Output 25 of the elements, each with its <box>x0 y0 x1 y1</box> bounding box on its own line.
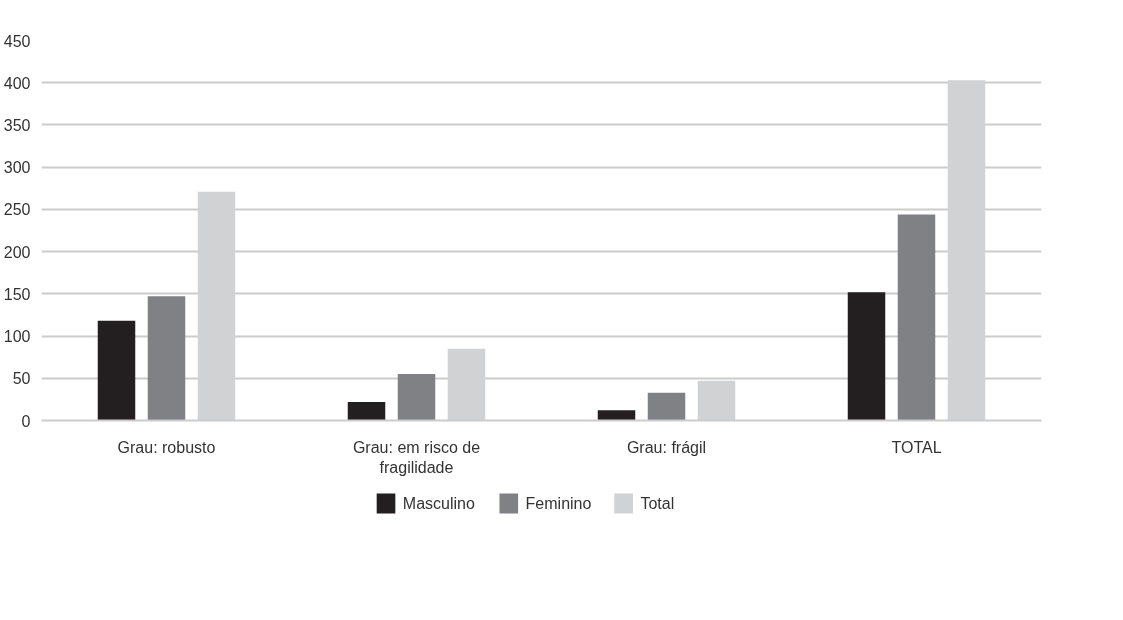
bar <box>347 401 386 421</box>
x-tick-label: Grau: robusto <box>117 438 216 456</box>
bar <box>147 296 186 421</box>
x-tick-label: TOTAL <box>891 438 942 456</box>
y-tick-label: 300 <box>3 159 31 177</box>
legend-label: Feminino <box>525 495 592 512</box>
y-tick-label: 150 <box>3 285 31 303</box>
bar <box>597 410 636 421</box>
y-tick-label: 400 <box>3 74 31 92</box>
bar <box>397 374 436 421</box>
y-tick-label: 350 <box>3 116 31 134</box>
bar <box>897 214 936 421</box>
legend-label: Masculino <box>402 495 475 512</box>
y-tick-label: 200 <box>3 243 31 261</box>
y-tick-label: 100 <box>3 328 31 346</box>
y-tick-label: 450 <box>3 32 31 50</box>
bar <box>847 292 886 421</box>
y-tick-label: 50 <box>12 370 31 388</box>
bar <box>647 392 686 421</box>
y-tick-label: 0 <box>21 412 31 430</box>
x-tick-label: Grau: em risco de fragilidade <box>352 438 481 476</box>
bar <box>97 320 136 421</box>
legend-label: Total <box>640 495 675 512</box>
y-tick-label: 250 <box>3 201 31 219</box>
x-tick-label: Grau: frágil <box>626 438 707 456</box>
